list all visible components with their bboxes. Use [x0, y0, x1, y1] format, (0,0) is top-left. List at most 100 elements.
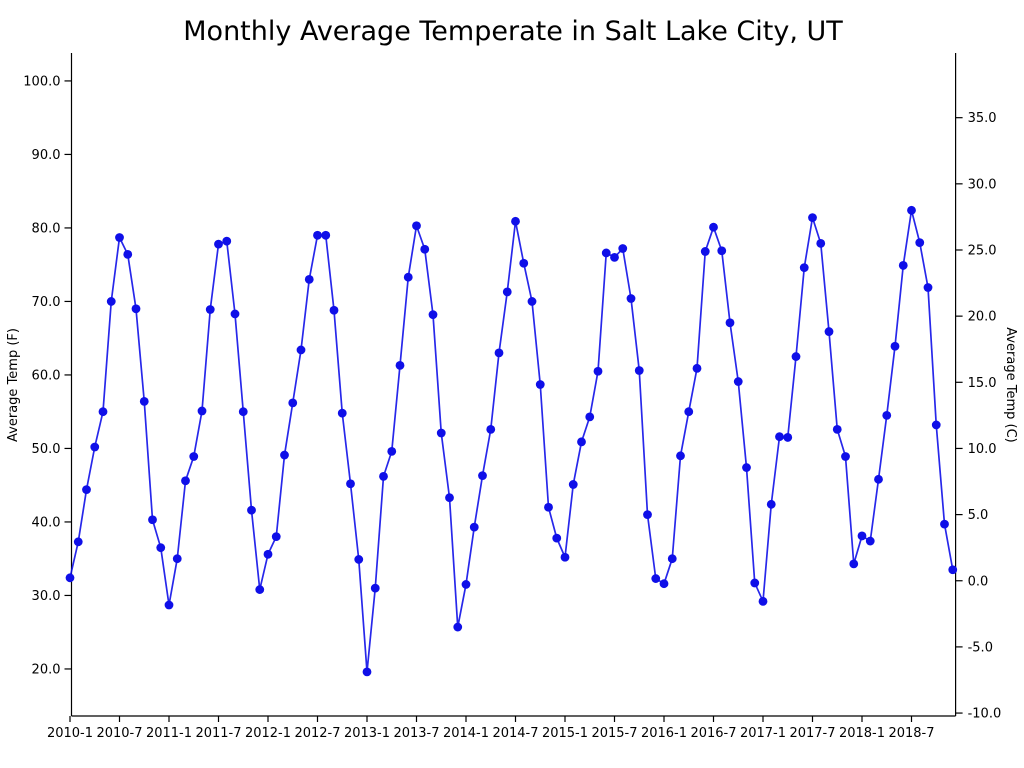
x-tick-label: 2014-7	[492, 726, 538, 741]
data-point	[197, 406, 207, 416]
data-point	[296, 345, 306, 355]
data-point	[733, 377, 743, 386]
data-point	[667, 554, 677, 564]
data-point	[535, 380, 545, 389]
data-point	[750, 578, 760, 588]
data-point	[890, 341, 900, 351]
data-point	[577, 437, 586, 447]
data-point	[618, 244, 628, 253]
data-point	[651, 574, 661, 583]
y-left-tick-label: 90.0	[32, 148, 61, 163]
data-point	[799, 263, 809, 273]
data-point	[849, 559, 859, 569]
x-tick-label: 2016-7	[690, 726, 736, 741]
y-axis-title-right: Average Temp (C)	[1003, 327, 1018, 443]
data-point	[692, 363, 702, 373]
data-point	[82, 485, 91, 495]
data-point	[643, 510, 652, 519]
data-point	[742, 463, 751, 472]
data-point	[428, 310, 438, 320]
data-point	[775, 432, 784, 442]
data-point	[90, 442, 100, 452]
data-point	[329, 305, 339, 315]
x-tick-label: 2010-7	[96, 726, 142, 741]
y-left-tick-label: 100.0	[23, 74, 60, 89]
x-tick-label: 2017-7	[789, 726, 835, 741]
data-point	[403, 272, 413, 282]
data-point	[115, 233, 124, 242]
data-point	[519, 258, 529, 268]
data-point	[469, 522, 479, 532]
data-point	[832, 424, 842, 434]
x-tick-label: 2012-1	[245, 726, 291, 741]
data-point	[808, 213, 817, 223]
x-tick-label: 2011-7	[195, 726, 241, 741]
y-right-tick-label: 15.0	[968, 376, 997, 391]
x-tick-label: 2010-1	[47, 726, 93, 741]
data-point	[684, 407, 694, 417]
y-left-tick-label: 50.0	[32, 442, 61, 457]
data-point	[164, 600, 174, 610]
data-point	[139, 397, 149, 406]
y-axis-title-left: Average Temp (F)	[6, 328, 21, 442]
y-right-tick-label: -5.0	[968, 640, 993, 655]
x-tick-label: 2018-1	[839, 726, 885, 741]
x-tick-label: 2017-1	[740, 726, 786, 741]
data-point	[189, 452, 199, 461]
data-point	[148, 515, 157, 525]
data-point	[709, 222, 718, 232]
y-right-tick-label: 25.0	[968, 243, 997, 258]
y-left-tick-label: 30.0	[32, 589, 61, 604]
data-point	[263, 549, 273, 559]
x-tick-label: 2013-7	[393, 726, 439, 741]
x-tick-label: 2018-7	[888, 726, 934, 741]
data-point	[478, 471, 487, 481]
y-left-tick-label: 80.0	[32, 221, 61, 236]
data-point	[98, 407, 108, 417]
data-point	[783, 433, 793, 442]
y-left-tick-label: 70.0	[32, 295, 61, 310]
x-tick-label: 2013-1	[344, 726, 390, 741]
data-point	[494, 348, 504, 358]
chart-title: Monthly Average Temperate in Salt Lake C…	[183, 16, 843, 47]
plot-area: 100.0 90.0 80.0 70.0 60.0 50.0 40.0 30.0 20.0 35.…	[23, 53, 1001, 741]
data-point	[131, 304, 141, 314]
data-point	[923, 283, 933, 292]
data-point	[874, 474, 883, 484]
y-right-tick-label: 30.0	[968, 177, 997, 192]
data-point	[502, 287, 512, 297]
data-point	[717, 246, 727, 256]
data-point	[230, 309, 240, 319]
data-point	[610, 252, 619, 262]
data-point	[758, 596, 768, 606]
data-point	[882, 410, 892, 420]
data-point	[593, 366, 603, 376]
data-point	[544, 502, 553, 512]
data-point	[280, 450, 289, 460]
data-point	[940, 519, 949, 529]
data-point	[181, 476, 190, 486]
data-point	[816, 238, 826, 248]
data-point	[238, 407, 248, 417]
data-point	[123, 250, 133, 259]
data-point	[461, 580, 471, 589]
data-point	[907, 205, 916, 215]
data-point	[156, 543, 166, 553]
data-point	[205, 305, 215, 314]
data-point	[527, 297, 537, 306]
data-point	[379, 471, 388, 481]
data-point	[354, 555, 364, 564]
data-point	[453, 622, 463, 632]
data-point	[106, 297, 116, 306]
data-point	[865, 536, 875, 546]
data-point	[948, 565, 958, 575]
data-point	[73, 537, 83, 547]
data-point	[659, 579, 669, 589]
data-point	[255, 585, 265, 594]
data-point	[247, 505, 256, 515]
data-point	[552, 533, 562, 543]
data-point	[222, 236, 232, 246]
data-point	[898, 261, 908, 270]
data-point	[585, 412, 595, 422]
data-point	[931, 420, 941, 430]
